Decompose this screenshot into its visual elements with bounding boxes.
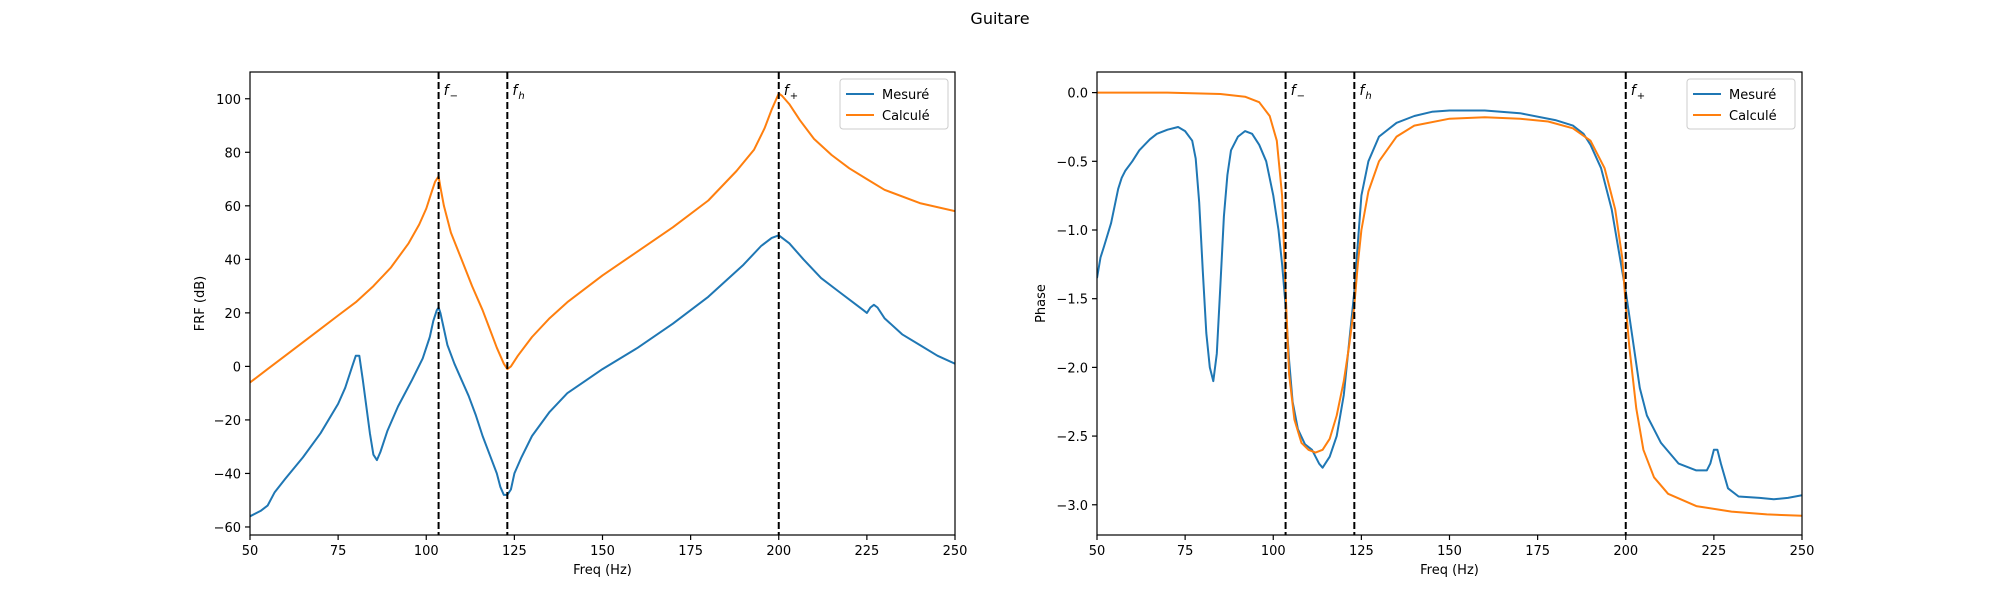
x-tick-label: 100 — [414, 544, 439, 559]
y-tick-label: 80 — [224, 146, 241, 161]
x-tick-label: 200 — [766, 544, 791, 559]
y-tick-label: 100 — [216, 93, 241, 108]
x-tick-label: 125 — [1349, 544, 1374, 559]
y-tick-label: −1.5 — [1056, 293, 1088, 308]
x-tick-label: 225 — [1701, 544, 1726, 559]
y-tick-label: −2.0 — [1056, 361, 1088, 376]
x-tick-label: 175 — [678, 544, 703, 559]
marker-label-subscript: + — [1637, 91, 1645, 102]
series-line-computed — [1097, 91, 1802, 517]
y-axis-label: Phase — [1034, 284, 1049, 323]
y-axis-label: FRF (dB) — [193, 276, 208, 331]
marker-label: f — [512, 83, 519, 99]
marker-label-subscript: − — [1297, 91, 1305, 102]
figure-title: Guitare — [970, 9, 1029, 28]
x-tick-label: 200 — [1613, 544, 1638, 559]
legend-label: Calculé — [882, 109, 930, 124]
series-line-computed — [250, 92, 955, 384]
legend-box — [839, 78, 949, 130]
legend-label: Mesuré — [882, 88, 929, 103]
y-tick-label: −20 — [214, 414, 241, 429]
x-tick-label: 175 — [1525, 544, 1550, 559]
x-tick-label: 250 — [1790, 544, 1815, 559]
x-tick-label: 75 — [330, 544, 347, 559]
x-tick-label: 150 — [1437, 544, 1462, 559]
marker-label: f — [1631, 83, 1638, 99]
chart-phase: f − f h f +50 75 100 125 150 175 200 225 2500.0−0.5−1… — [1034, 71, 1815, 578]
x-axis-label: Freq (Hz) — [573, 563, 632, 578]
y-tick-label: 0.0 — [1067, 87, 1088, 102]
series-line-measured — [250, 234, 955, 518]
x-tick-label: 125 — [502, 544, 527, 559]
legend-label: Calculé — [1729, 109, 1777, 124]
marker-label: f — [1359, 83, 1366, 99]
y-tick-label: 20 — [224, 307, 241, 322]
marker-label: f — [444, 83, 451, 99]
y-tick-label: −1.0 — [1056, 224, 1088, 239]
plot-frame — [249, 71, 956, 536]
x-tick-label: 250 — [943, 544, 968, 559]
x-tick-label: 225 — [854, 544, 879, 559]
y-tick-label: −2.5 — [1056, 430, 1088, 445]
y-tick-label: 40 — [224, 253, 241, 268]
chart-frf: f − f h f +50 75 100 125 150 175 200 225 250−60−40−20… — [193, 71, 968, 578]
x-tick-label: 50 — [242, 544, 259, 559]
legend-box — [1686, 78, 1796, 130]
y-tick-label: −3.0 — [1056, 499, 1088, 514]
plot-frame — [1096, 71, 1803, 536]
legend-label: Mesuré — [1729, 88, 1776, 103]
x-tick-label: 50 — [1089, 544, 1106, 559]
y-tick-label: 60 — [224, 200, 241, 215]
x-axis-label: Freq (Hz) — [1420, 563, 1479, 578]
marker-label-subscript: h — [518, 91, 524, 102]
x-tick-label: 75 — [1177, 544, 1194, 559]
legend: Mesuré Calculé — [1686, 78, 1796, 130]
y-tick-label: −40 — [214, 467, 241, 482]
y-tick-label: −60 — [214, 521, 241, 536]
x-tick-label: 100 — [1261, 544, 1286, 559]
marker-label-subscript: h — [1365, 91, 1371, 102]
marker-label-subscript: + — [790, 91, 798, 102]
y-tick-label: −0.5 — [1056, 155, 1088, 170]
legend: Mesuré Calculé — [839, 78, 949, 130]
x-tick-label: 150 — [590, 544, 615, 559]
marker-label-subscript: − — [450, 91, 458, 102]
marker-label: f — [784, 83, 791, 99]
y-tick-label: 0 — [233, 360, 241, 375]
series-line-measured — [1097, 109, 1802, 501]
marker-label: f — [1291, 83, 1298, 99]
